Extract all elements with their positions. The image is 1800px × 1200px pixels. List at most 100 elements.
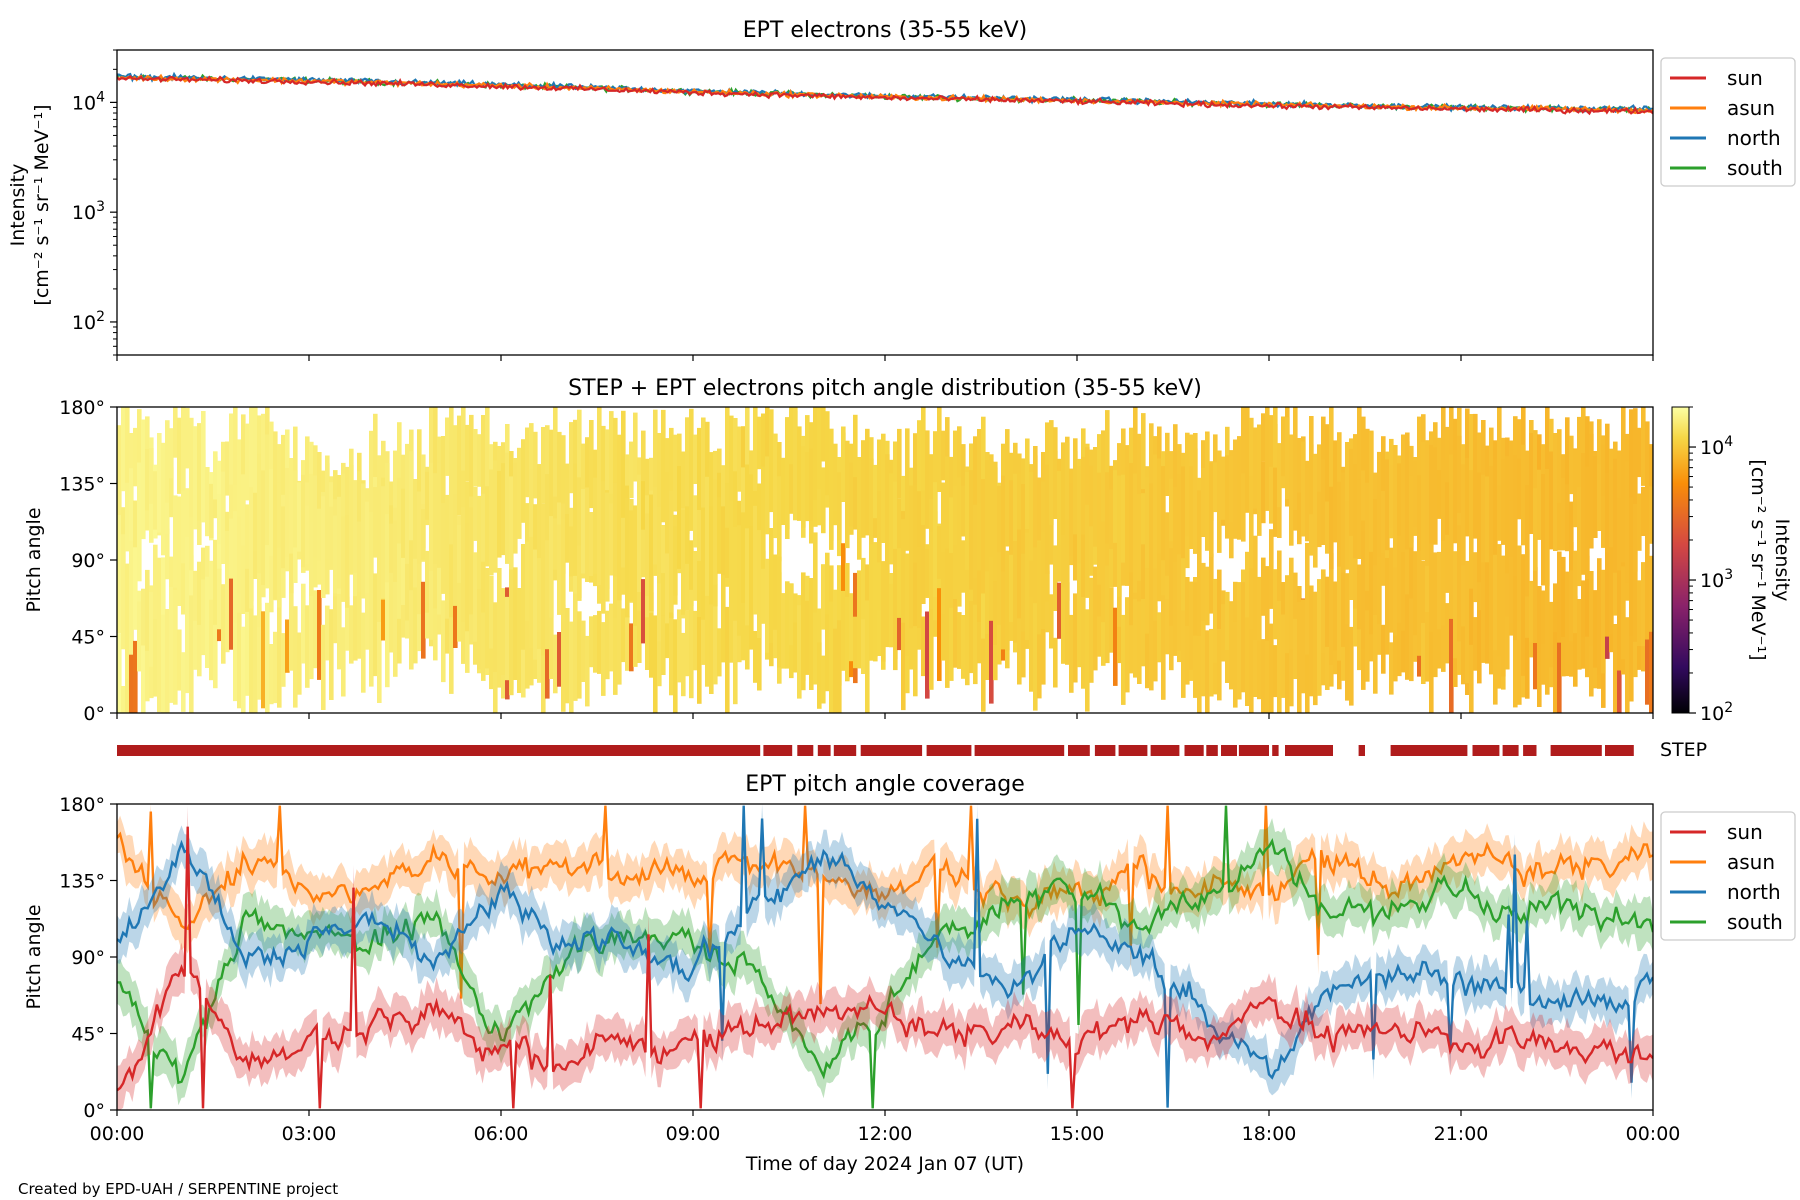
pad-cell-sun <box>165 528 170 580</box>
pad-cell-south <box>133 547 138 630</box>
pad-cell-north <box>1573 550 1578 634</box>
pad-cell-south <box>1145 477 1150 569</box>
pad-cell-north <box>1565 571 1570 677</box>
step-segment <box>117 745 761 756</box>
pad-cell-north <box>745 464 750 582</box>
pad-cell-south <box>1441 460 1446 541</box>
pad-cell-sun <box>573 592 578 701</box>
tick-exponent: 4 <box>96 89 105 105</box>
pad-cell-sun <box>997 597 1002 665</box>
pad-cell-south <box>333 515 338 594</box>
pad-cell-south <box>549 516 554 618</box>
pad-cell-sun <box>421 581 426 659</box>
pad-cell-sun <box>361 612 366 693</box>
pad-cell-south <box>1049 420 1054 526</box>
pad-cell-sun <box>613 611 618 695</box>
pad-cell-sun <box>901 603 906 711</box>
pad-cell-north <box>1385 558 1390 618</box>
pad-cell-sun <box>1445 603 1450 664</box>
pad-cell-sun <box>409 572 414 670</box>
pad-cell-south <box>829 601 834 713</box>
pad-heatmap <box>117 407 1653 713</box>
pad-cell-north <box>1041 508 1046 630</box>
pad-cell-north <box>1209 553 1214 614</box>
pad-cell-north <box>1153 533 1158 621</box>
pad-cell-south <box>1325 501 1330 554</box>
pad-cell-asun <box>753 407 758 510</box>
pad-cell-south <box>413 479 418 559</box>
pad-cell-south <box>1053 427 1058 519</box>
pad-cell-asun <box>973 436 978 534</box>
pad-cell-sun <box>1573 595 1578 687</box>
step-timeline <box>117 745 1634 756</box>
pad-cell-sun <box>1253 535 1258 656</box>
pad-cell-north <box>861 462 866 538</box>
pad-cell-north <box>397 497 402 619</box>
pad-cell-south <box>589 512 594 576</box>
pad-cell-asun <box>741 426 746 498</box>
y-tick-label: 102 <box>72 309 105 334</box>
pad-cell-north <box>157 433 162 533</box>
pad-cell-north <box>1421 560 1426 623</box>
pad-cell-north <box>213 451 218 500</box>
pad-cell-sun <box>441 600 446 683</box>
coverage-asun-band <box>117 804 1653 1027</box>
pad-cell-asun <box>1241 453 1246 542</box>
pad-cell-south <box>433 473 438 564</box>
pad-cell-south <box>1165 512 1170 576</box>
pad-cell-sun <box>1233 581 1238 639</box>
pad-cell-sun <box>653 615 658 713</box>
pad-cell-sun <box>625 616 630 671</box>
pad-cell-south <box>1605 472 1610 553</box>
pad-cell-sun <box>349 605 354 664</box>
pad-cell-south <box>1577 487 1582 587</box>
pad-cell-south <box>425 471 430 520</box>
pad-cell-south <box>489 575 494 649</box>
pad-cell-south <box>1557 502 1562 551</box>
pad-cell-south <box>277 482 282 548</box>
pad-cell-sun <box>273 631 278 704</box>
pad-cell-south <box>813 612 818 685</box>
colorbar-tick-label: 103 <box>1700 567 1733 592</box>
pad-cell-sun <box>913 577 918 697</box>
intensity-series-lines <box>117 71 1653 116</box>
pad-cell-south <box>157 595 162 713</box>
pad-cell-sun <box>581 620 586 682</box>
pad-cell-north <box>1033 544 1038 604</box>
pad-cell-south <box>1105 472 1110 544</box>
pad-cell-north <box>1613 546 1618 616</box>
pad-cell-asun <box>1445 426 1450 531</box>
pad-cell-sun <box>925 611 930 699</box>
pad-cell-south <box>1257 424 1262 511</box>
pad-cell-north <box>1585 555 1590 637</box>
coverage-panel-title: EPT pitch angle coverage <box>745 772 1025 797</box>
pad-cell-asun <box>445 417 450 476</box>
step-segment <box>1285 745 1333 756</box>
pad-cell-sun <box>1161 583 1166 700</box>
pad-cell-north <box>1629 539 1634 637</box>
pad-cell-sun <box>249 605 254 713</box>
pad-cell-north <box>1429 513 1434 632</box>
pad-cell-south <box>985 460 990 572</box>
coverage-sun-line <box>117 826 1653 1109</box>
legend-sun-label: sun <box>1727 820 1763 844</box>
pad-cell-north <box>1641 562 1646 647</box>
pad-cell-north <box>1297 602 1302 713</box>
pad-cell-sun <box>449 583 454 694</box>
pad-cell-north <box>185 407 190 469</box>
pad-cell-sun <box>829 565 834 625</box>
pad-cell-north <box>413 532 418 588</box>
pad-cell-asun <box>765 407 770 492</box>
pad-cell-sun <box>1217 595 1222 701</box>
pad-cell-north <box>749 474 754 533</box>
pad-cell-south <box>713 479 718 585</box>
pad-cell-south <box>545 540 550 650</box>
pad-cell-sun <box>593 615 598 673</box>
pad-cell-sun <box>1093 566 1098 671</box>
pad-cell-sun <box>1129 618 1134 674</box>
pad-cell-sun <box>1033 601 1038 711</box>
pad-cell-sun <box>1389 642 1394 695</box>
pad-cell-sun <box>329 609 334 700</box>
pad-cell-sun <box>569 621 574 713</box>
